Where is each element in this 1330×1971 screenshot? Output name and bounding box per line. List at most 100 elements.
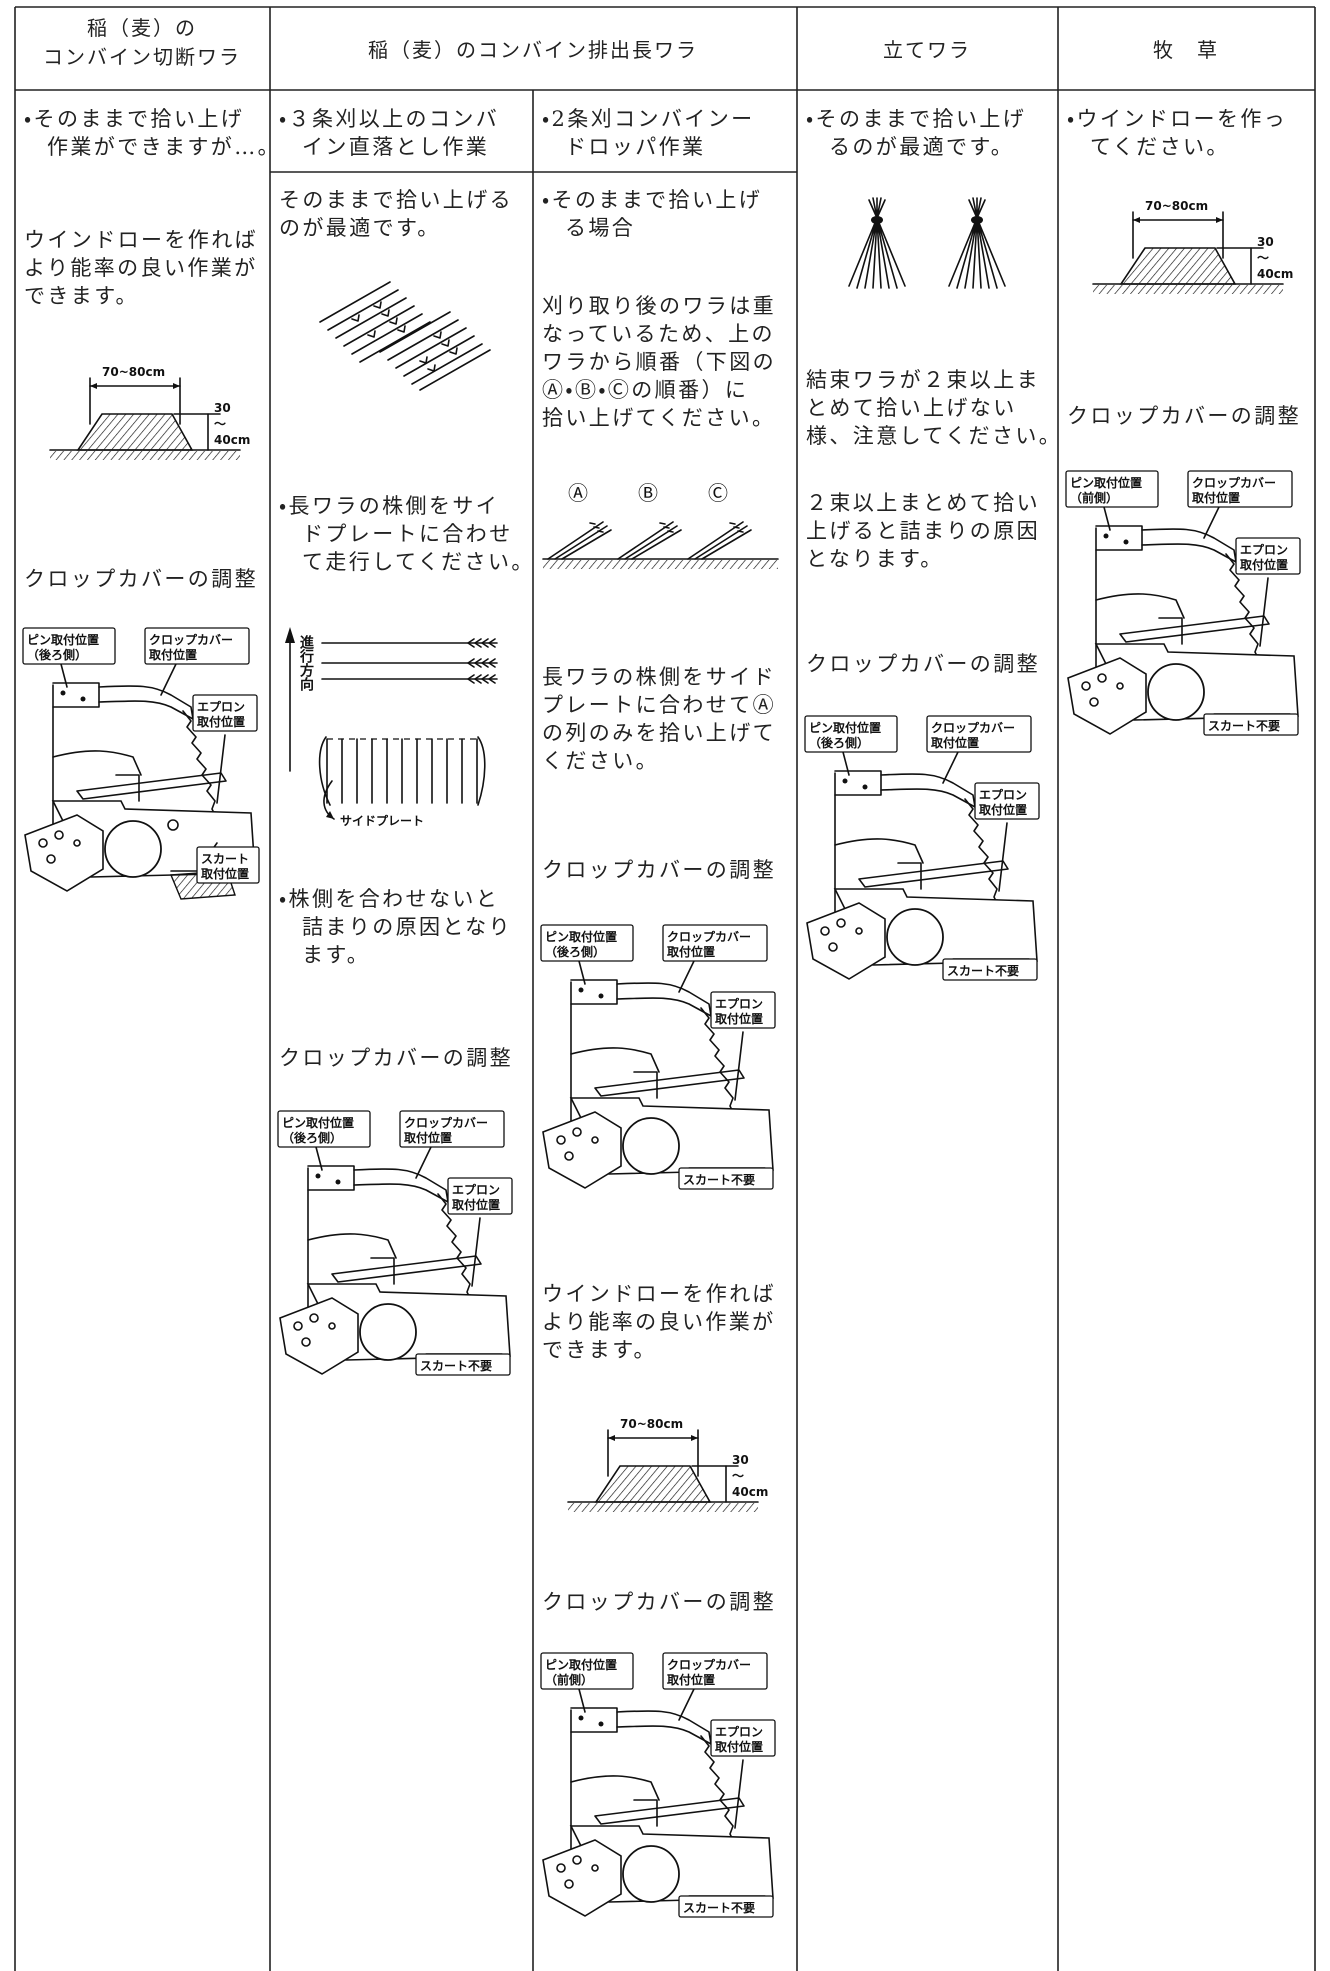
label-box <box>415 1353 511 1376</box>
side-plate-label: サイドプレート <box>340 813 424 828</box>
dimension-label: 〜 <box>732 1469 744 1483</box>
diagram-label: スカート <box>201 852 249 866</box>
row-label: Ⓑ <box>638 481 658 505</box>
diagram-label: （前側） <box>545 1672 593 1687</box>
label-box <box>144 627 250 665</box>
header-text: 稲（麦）のコンバイン排出長ワラ <box>368 38 698 62</box>
diagram-label: エプロン <box>715 996 763 1011</box>
diagram-label: ピン取付位置 <box>282 1115 354 1130</box>
paragraph-line: プレートに合わせてⒶ <box>542 693 776 717</box>
diagram-label: ピン取付位置 <box>27 632 99 647</box>
dimension-label: 30 <box>1257 235 1274 249</box>
header-text: コンバイン切断ワラ <box>43 45 241 69</box>
paragraph-line: クロップカバーの調整 <box>279 1046 513 1070</box>
diagram-label: 取付位置 <box>452 1197 500 1212</box>
dimension-label: 70~80cm <box>620 1417 683 1431</box>
dimension-label: 30 <box>214 401 231 415</box>
paragraph-line: ・３条刈以上のコンバ <box>279 107 499 131</box>
paragraph-line: ドロッパ作業 <box>565 135 705 159</box>
paragraph-line: ウインドローを作れば <box>542 1282 776 1306</box>
dimension-label: 〜 <box>1257 251 1269 265</box>
standing-straw-diagram <box>848 197 1006 289</box>
diagram-label: 取付位置 <box>979 802 1027 817</box>
paragraph-line: ・そのままで拾い上げ <box>24 107 244 131</box>
paragraph-line: ドプレートに合わせ <box>302 522 513 546</box>
diagram-label: （後ろ側） <box>282 1130 342 1145</box>
diagram-label: （前側） <box>1070 490 1118 505</box>
paragraph-line: ・そのままで拾い上げ <box>806 107 1026 131</box>
label-box <box>447 1177 513 1215</box>
label-box <box>192 694 258 732</box>
diagram-label: （後ろ側） <box>27 647 87 662</box>
row-label: Ⓐ <box>568 481 588 505</box>
dimension-label: 40cm <box>1257 267 1293 281</box>
windrow-diagram: 70~80cm 30 〜 40cm <box>567 1417 768 1513</box>
diagram-label: 取付位置 <box>931 735 979 750</box>
paragraph-line: とめて拾い上げない <box>806 396 1017 420</box>
header-text: 立てワラ <box>883 38 971 62</box>
pickup-order-diagram: Ⓐ Ⓑ Ⓒ <box>542 481 779 570</box>
diagram-label: エプロン <box>452 1182 500 1197</box>
paragraph-line: ウインドローを作れば <box>24 228 258 252</box>
table-rules <box>14 6 1316 1971</box>
paragraph-line: クロップカバーの調整 <box>806 652 1040 676</box>
diagram-label: ピン取付位置 <box>1070 475 1142 490</box>
diagram-label: クロップカバー <box>404 1115 488 1130</box>
diagram-label: エプロン <box>197 699 245 714</box>
label-box <box>926 715 1032 753</box>
paragraph-line: るのが最適です。 <box>829 135 1014 159</box>
diagram-label: 取付位置 <box>667 1672 715 1687</box>
diagram-label: クロップカバー <box>667 929 751 944</box>
paragraph-line: ます。 <box>302 943 370 967</box>
label-box <box>1065 470 1159 508</box>
label-box <box>399 1110 505 1148</box>
paragraph-line: ・長ワラの株側をサイ <box>279 494 499 518</box>
paragraph-line: Ⓐ・Ⓑ・Ⓒの順番）に <box>542 378 748 402</box>
windrow-drawing <box>49 377 241 461</box>
label-box <box>196 846 260 884</box>
windrow-drawing <box>567 1429 759 1513</box>
diagram-label: エプロン <box>979 787 1027 802</box>
paragraph-line: てください。 <box>1090 135 1230 159</box>
dimension-label: 〜 <box>214 417 226 431</box>
paragraph-line: ・そのままで拾い上げ <box>542 188 762 212</box>
row-label: Ⓒ <box>708 481 728 505</box>
paragraph-line: クロップカバーの調整 <box>542 1590 776 1614</box>
paragraph-line: 刈り取り後のワラは重 <box>542 294 776 318</box>
straw-rows-drawing <box>319 281 491 391</box>
paragraph-line: イン直落とし作業 <box>302 135 489 159</box>
diagram-label: スカート不要 <box>1208 718 1280 733</box>
direction-label: 進行方向 <box>298 634 315 692</box>
paragraph-line: より能率の良い作業が <box>24 256 258 280</box>
diagram-label: エプロン <box>1240 542 1288 557</box>
label-box <box>942 958 1038 981</box>
paragraph-line: ワラから順番（下図の <box>542 350 776 374</box>
label-box <box>662 1652 768 1690</box>
diagram-label: 取付位置 <box>149 647 197 662</box>
label-box <box>710 991 776 1029</box>
diagram-label: 取付位置 <box>197 714 245 729</box>
diagram-label: エプロン <box>715 1724 763 1739</box>
diagram-label: 取付位置 <box>201 866 249 881</box>
label-box <box>662 924 768 962</box>
dimension-label: 70~80cm <box>102 365 165 379</box>
diagram-label: 取付位置 <box>404 1130 452 1145</box>
travel-direction-drawing <box>284 626 498 820</box>
diagram-label: ピン取付位置 <box>545 929 617 944</box>
diagram-label: 取付位置 <box>715 1011 763 1026</box>
diagram-label: クロップカバー <box>931 720 1015 735</box>
paragraph-line: て走行してください。 <box>302 550 535 574</box>
paragraph-line: となります。 <box>806 547 944 571</box>
label-box <box>1187 470 1293 508</box>
paragraph-line: 様、注意してください。 <box>806 424 1062 448</box>
label-box <box>540 924 634 962</box>
paragraph-line: ください。 <box>542 749 659 773</box>
paragraph-line: のが最適です。 <box>279 216 441 240</box>
paragraph-line: 拾い上げてください。 <box>542 406 775 430</box>
diagram-label: スカート不要 <box>947 963 1019 978</box>
